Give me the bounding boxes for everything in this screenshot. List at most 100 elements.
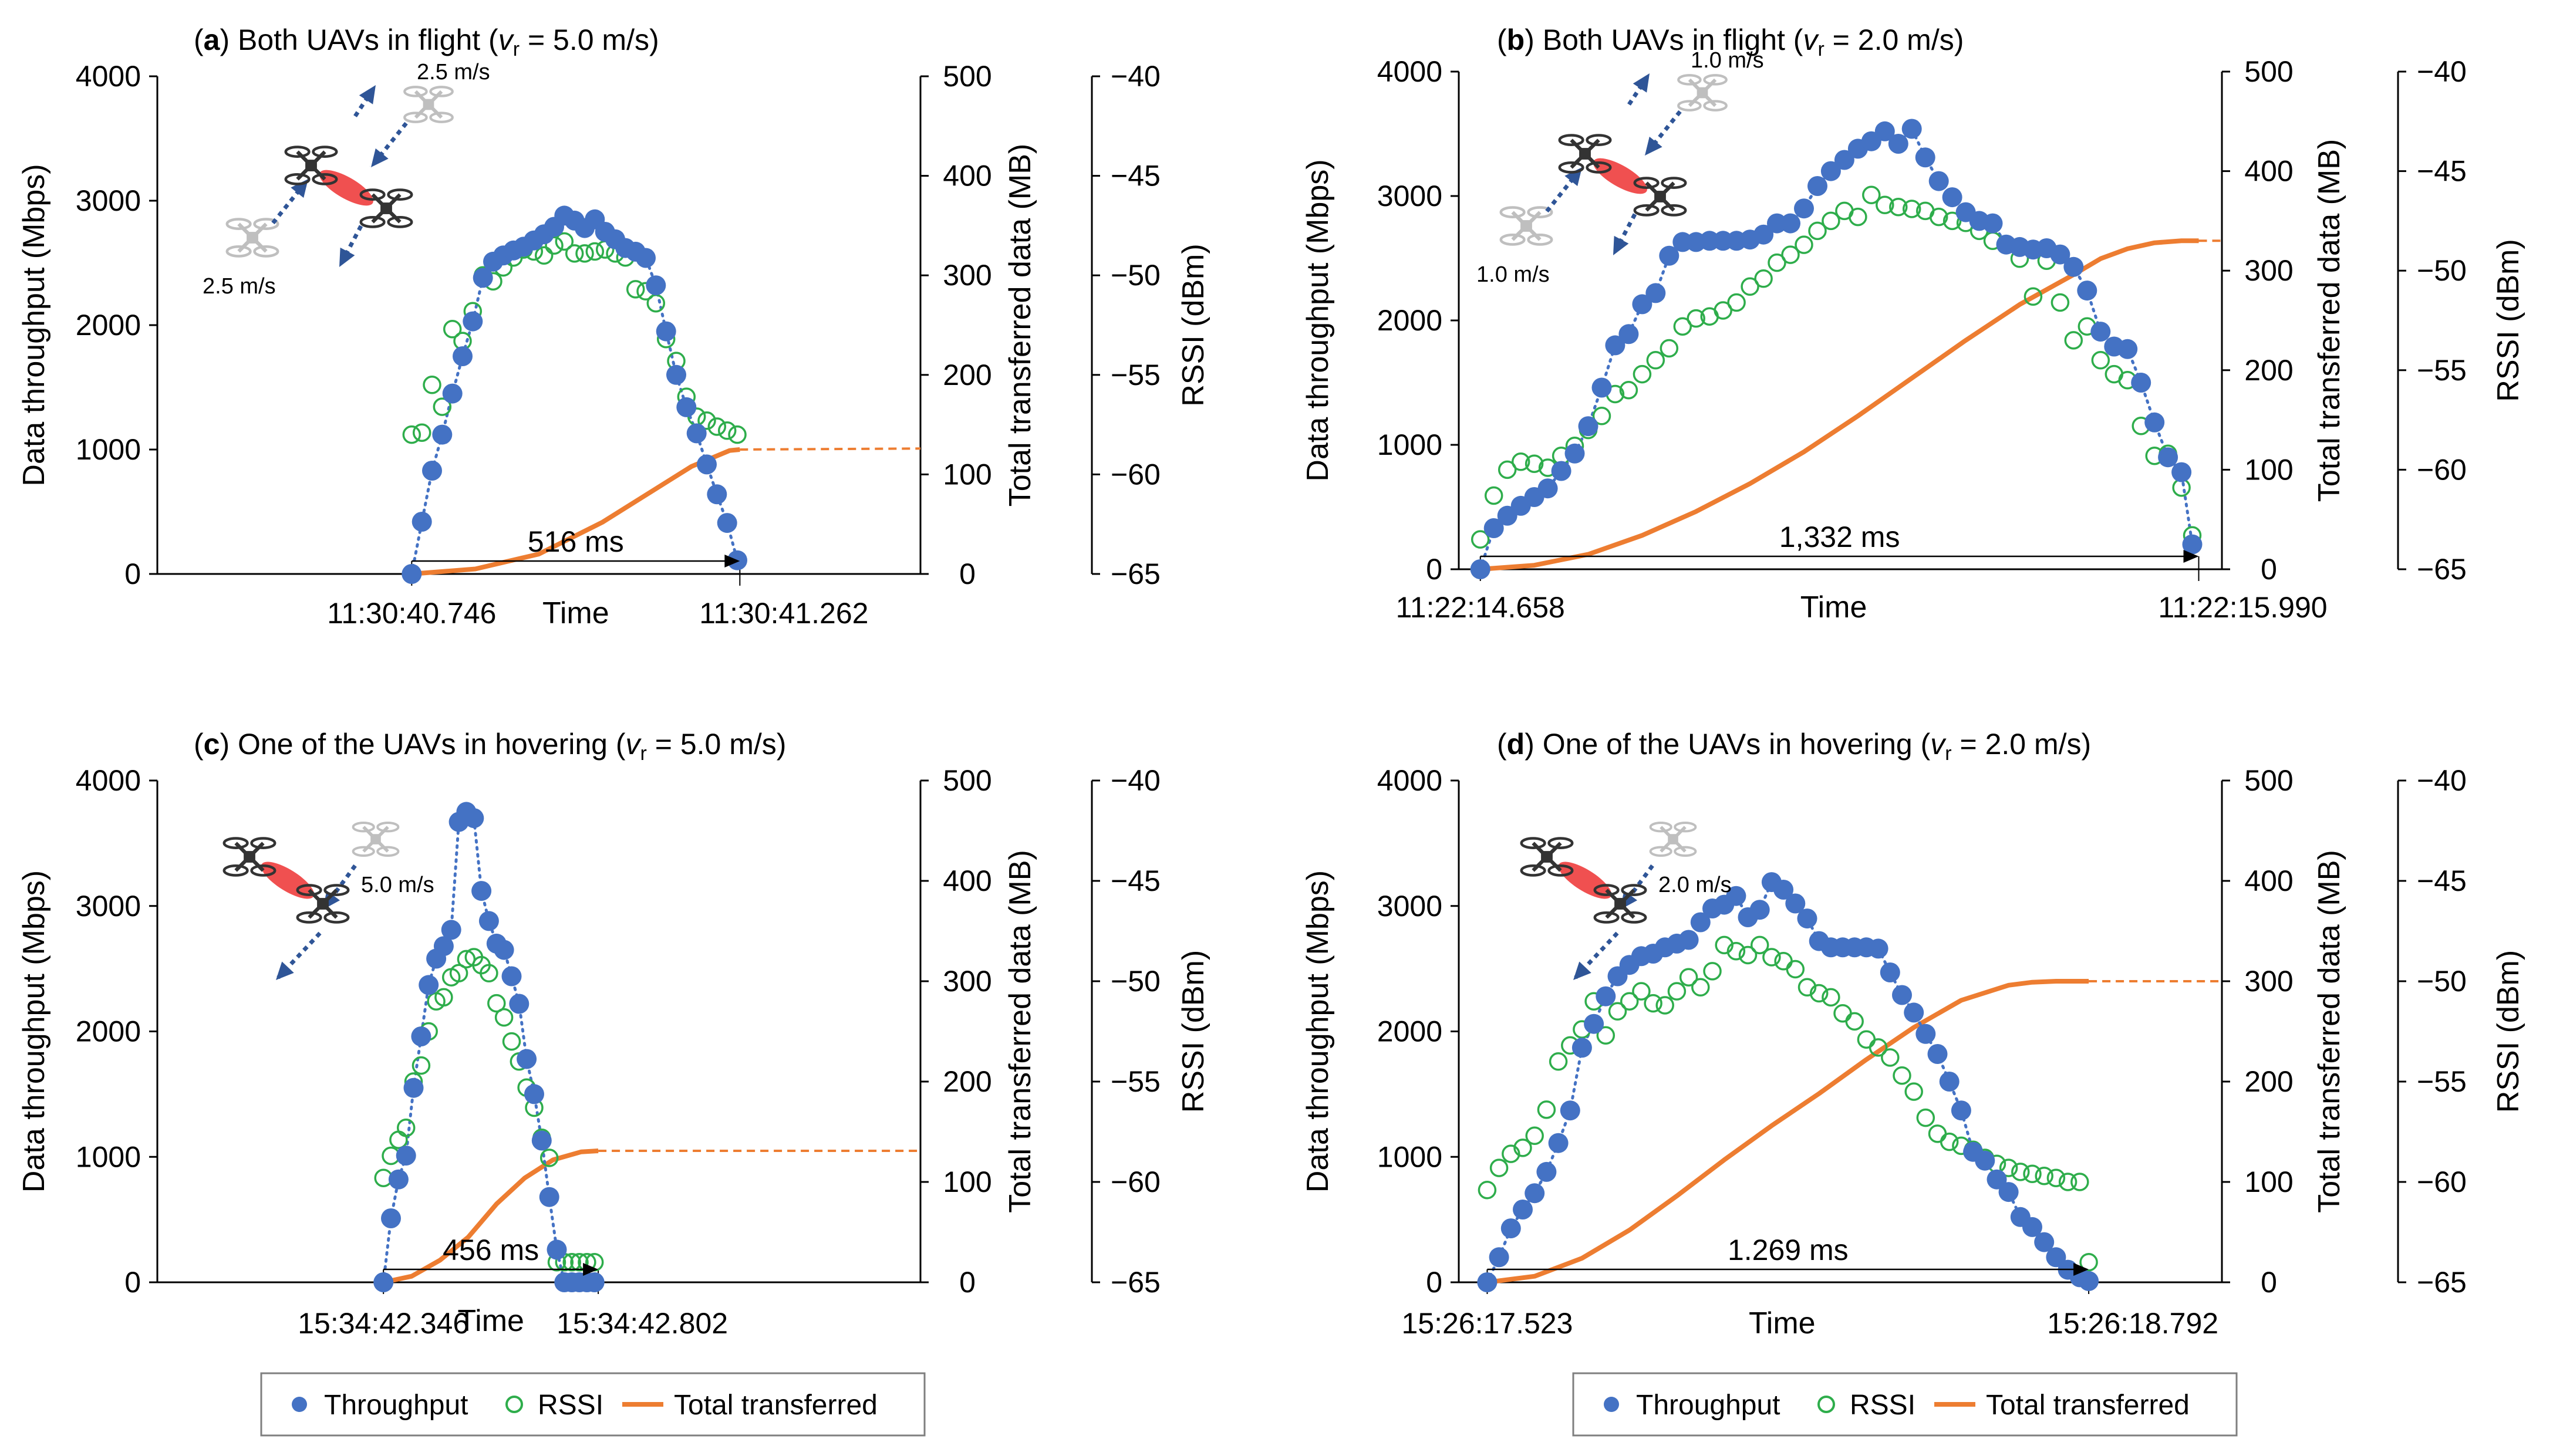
motion-arrow-head [1645, 136, 1662, 156]
throughput-point [433, 936, 454, 957]
throughput-point [2171, 462, 2192, 482]
throughput-point [1987, 1169, 2007, 1190]
duration-arrow-head [724, 555, 740, 567]
title-paren: ( [194, 23, 204, 56]
throughput-point [396, 1146, 416, 1166]
drone-rotor [1547, 837, 1574, 849]
rssi-point [1620, 992, 1639, 1011]
uav-icon [222, 837, 276, 877]
drone-rotor [1621, 911, 1647, 924]
y3-tick-label: −45 [1111, 160, 1161, 192]
throughput-point [1892, 985, 1912, 1005]
throughput-point [422, 461, 442, 481]
rssi-point [502, 1032, 521, 1051]
drone-rotor [1558, 161, 1584, 174]
drone-rotor [1593, 884, 1620, 896]
rssi-point [1822, 988, 1840, 1007]
rssi-point [1862, 185, 1881, 205]
chart-panel-a: (a) Both UAVs in flight (vr = 5.0 m/s) 0 1… [17, 23, 1210, 630]
x-axis-label: Time [1749, 1306, 1816, 1340]
y2-tick-label: 200 [2244, 1065, 2293, 1098]
motion-arrow [1545, 165, 1584, 213]
y3-tick-label: −60 [2417, 1166, 2467, 1198]
throughput-point [403, 1077, 424, 1098]
legend-rssi-label: RSSI [1850, 1390, 1915, 1421]
uav-icon [1593, 884, 1647, 924]
y-axis-label: Data throughput (Mbps) [1301, 870, 1335, 1192]
rssi-point [1633, 364, 1652, 384]
y2-tick-label: 200 [943, 359, 991, 391]
drone-rotor [1703, 74, 1728, 86]
rssi-point [1942, 211, 1962, 231]
chart-panel-d: (d) One of the UAVs in hovering (vr = 2.… [1301, 728, 2525, 1340]
y2-tick-label: 100 [2244, 1166, 2293, 1198]
throughput-point [388, 1169, 409, 1190]
rssi-point [1489, 1158, 1509, 1177]
y-tick-label: 0 [1426, 1266, 1442, 1299]
throughput-connector [382, 809, 596, 1284]
throughput-point [1477, 1272, 1498, 1292]
throughput-point [2022, 1217, 2042, 1237]
throughput-point [539, 1187, 559, 1207]
y-tick-label: 4000 [1377, 764, 1442, 797]
title-letter: b [1507, 23, 1525, 56]
uav-icon [1520, 837, 1574, 877]
rssi-point [1741, 277, 1759, 296]
throughput-point [2131, 373, 2151, 393]
legend-total-label: Total transferred [674, 1390, 878, 1421]
drone-rotor [323, 911, 350, 924]
throughput-point [2144, 412, 2165, 433]
title-paren: ( [1497, 728, 1507, 761]
throughput-point [1951, 1100, 1971, 1121]
y2-tick-label: 200 [943, 1065, 991, 1098]
rssi-point [1738, 945, 1758, 965]
rssi-point [570, 1253, 589, 1272]
y2-tick-label: 0 [959, 558, 976, 590]
throughput-point [707, 484, 727, 505]
total-transferred-extension [740, 447, 921, 451]
y3-tick-label: −40 [1111, 60, 1161, 93]
y2-tick-label: 500 [943, 60, 991, 93]
rssi-point [1644, 994, 1662, 1013]
title-var: v [498, 23, 515, 56]
throughput-point [1537, 478, 1558, 499]
rssi-point [539, 1148, 559, 1167]
y3-tick-label: −40 [2417, 55, 2467, 88]
drone-rotor [1661, 177, 1687, 189]
link-beam [1593, 158, 1647, 194]
rssi-point [1703, 962, 1722, 981]
rssi-point [1525, 454, 1544, 473]
y2-tick-label: 400 [2244, 864, 2293, 897]
rssi-point [697, 411, 716, 430]
rssi-point [1808, 221, 1827, 241]
throughput-point [411, 1026, 431, 1046]
throughput-point [1578, 416, 1598, 437]
throughput-point [463, 311, 483, 332]
rssi-point [1893, 1066, 1911, 1085]
y3-tick-label: −65 [2417, 553, 2467, 586]
drone-body [1520, 220, 1532, 232]
throughput-point [1632, 294, 1652, 315]
throughput-point [1874, 121, 1895, 141]
throughput-point [1807, 176, 1827, 196]
rssi-point [1673, 317, 1692, 336]
throughput-point [636, 248, 656, 268]
duration-label: 1.269 ms [1728, 1234, 1849, 1266]
throughput-point [1483, 518, 1504, 538]
drone-rotor [1649, 822, 1672, 833]
drone-body [1614, 898, 1626, 910]
rssi-point [1714, 301, 1732, 320]
rssi-point [1881, 1048, 1900, 1067]
y3-tick-label: −40 [2417, 764, 2467, 797]
x-axis-label: Time [1800, 590, 1867, 624]
throughput-point [1901, 119, 1922, 139]
legend-frame [1572, 1372, 2238, 1437]
rssi-point [1795, 235, 1813, 254]
speed-label: 5.0 m/s [361, 873, 434, 897]
drone-body [317, 898, 329, 910]
title-letter: d [1507, 728, 1525, 761]
drone-rotor [1499, 206, 1526, 218]
y-tick-label: 3000 [76, 890, 141, 923]
throughput-point [1659, 245, 1679, 266]
motion-arrow [1627, 72, 1651, 106]
